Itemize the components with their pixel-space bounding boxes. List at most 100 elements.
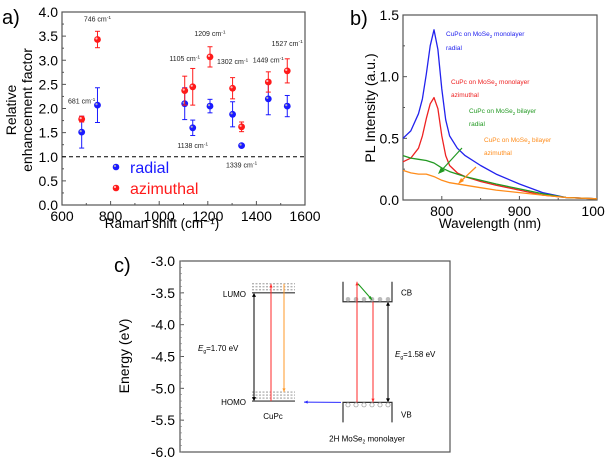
arrow-head (371, 398, 375, 403)
y-tick-label: -5.5 (151, 412, 175, 428)
marker-highlight (79, 117, 82, 120)
x-tick-label: 600 (50, 208, 74, 224)
arrow-head (458, 178, 464, 184)
marker (78, 128, 86, 136)
arrow-head (282, 388, 286, 393)
data-point-azimuthal (206, 46, 214, 68)
data-point-radial (189, 119, 197, 137)
cupc-gap-label: Eg=1.70 eV (198, 344, 239, 355)
data-point-radial (229, 101, 236, 128)
series-label-sub: radial (446, 45, 462, 52)
data-point-azimuthal (283, 58, 291, 84)
cupc-label: CuPc (263, 412, 283, 421)
marker (238, 123, 245, 131)
marker-highlight (182, 88, 185, 91)
marker-highlight (285, 103, 288, 107)
panel-c-ylabel: Energy (eV) (116, 319, 132, 394)
electron (361, 296, 367, 302)
y-tick-label: 3.0 (39, 52, 59, 68)
marker-highlight (239, 124, 242, 127)
legend-azimuthal-label: azimuthal (130, 181, 198, 198)
data-point-radial (94, 87, 101, 123)
marker (283, 102, 291, 110)
homo-label: HOMO (221, 398, 246, 407)
legend-radial-label: radial (130, 160, 169, 177)
y-tick-label: 3.5 (39, 28, 59, 44)
series-label-sub: azimuthal (484, 150, 512, 157)
mose2-label: 2H MoSe2 monolayer (329, 434, 405, 445)
conduction-band (342, 281, 393, 303)
cb-label: CB (401, 289, 412, 298)
y-tick-label: 0.5 (39, 173, 59, 189)
marker-highlight (79, 130, 82, 133)
panel-b: b) 0.0 0.5 1.0 1.5 800 900 1000 CuPc on MoSe2… (350, 7, 605, 231)
marker-highlight (95, 37, 98, 40)
panel-c: c) -3.0 -3.5 -4.0 -4.5 -5.0 -5.5 -6.0 Energy (… (114, 253, 451, 460)
y-tick-label: -5.0 (151, 380, 175, 396)
marker (229, 110, 236, 118)
electron (345, 296, 351, 302)
y-tick-label: -3.5 (151, 285, 175, 301)
y-tick-label: 1.5 (380, 7, 400, 23)
series-line (402, 169, 598, 200)
legend-radial-marker (112, 163, 120, 171)
marker-highlight (230, 86, 233, 89)
data-point-radial (283, 94, 291, 118)
vb-label: VB (401, 410, 412, 419)
x-tick-label: 900 (508, 203, 532, 219)
series-label: CuPc on MoSe2 monolayer (446, 31, 525, 39)
legend: radial azimuthal (112, 160, 198, 198)
panel-a-ylabel-line1: Relative (3, 85, 19, 136)
marker (189, 83, 197, 91)
marker-highlight (207, 103, 211, 107)
peak-annotation: 1105 cm-1 (169, 54, 200, 63)
x-tick-label: 800 (99, 208, 123, 224)
data-point-azimuthal (238, 121, 245, 133)
data-point-azimuthal (94, 30, 101, 49)
hole (345, 402, 351, 408)
marker (283, 67, 291, 75)
marker-highlight (230, 112, 233, 115)
peak-annotation: 1302 cm-1 (217, 57, 248, 66)
x-tick-label: 1000 (581, 203, 605, 219)
marker-highlight (266, 79, 269, 83)
panel-a: a) 0.0 0.5 1.0 1.5 2.0 2.5 3.0 3.5 4.0 600 800 100… (2, 4, 321, 231)
mose2-gap-label: Eg=1.58 eV (395, 350, 436, 361)
peak-annotation: 1339 cm-1 (226, 161, 257, 170)
marker (189, 124, 197, 132)
data-point-azimuthal (78, 115, 86, 123)
series-line (402, 96, 598, 200)
series-line (402, 29, 598, 200)
marker (238, 142, 245, 150)
hole (385, 402, 391, 408)
peak-annotation: 746 cm-1 (84, 15, 112, 24)
panel-b-xlabel: Wavelength (nm) (439, 216, 541, 231)
panel-b-ylabel: PL Intensity (a.u.) (362, 53, 378, 162)
arrow-bilayer-radial (439, 147, 463, 173)
hole (369, 402, 375, 408)
arrow-head (355, 281, 359, 286)
y-tick-label: 1.0 (39, 149, 59, 165)
marker (229, 84, 236, 92)
y-tick-label: -4.0 (151, 317, 175, 333)
marker-highlight (239, 143, 242, 146)
marker (264, 78, 272, 86)
marker (181, 87, 189, 95)
y-tick-label: 2.5 (39, 76, 59, 92)
series-label-sub: azimuthal (451, 92, 479, 99)
y-tick-label: -4.5 (151, 349, 175, 365)
data-point-azimuthal (189, 67, 197, 106)
x-tick-label: 1600 (289, 208, 320, 224)
marker-highlight (95, 103, 98, 106)
arrow-bilayer-azimuthal (459, 166, 477, 183)
arrow-head (304, 400, 308, 404)
marker (206, 102, 214, 110)
legend-azimuthal-marker (112, 184, 120, 192)
data-point-radial (238, 142, 245, 150)
arrow-head (438, 167, 445, 174)
marker-highlight (285, 68, 288, 71)
marker (264, 95, 272, 103)
panel-c-label: c) (114, 255, 131, 277)
x-tick-label: 1400 (241, 208, 272, 224)
y-tick-label: 0.0 (380, 192, 400, 208)
